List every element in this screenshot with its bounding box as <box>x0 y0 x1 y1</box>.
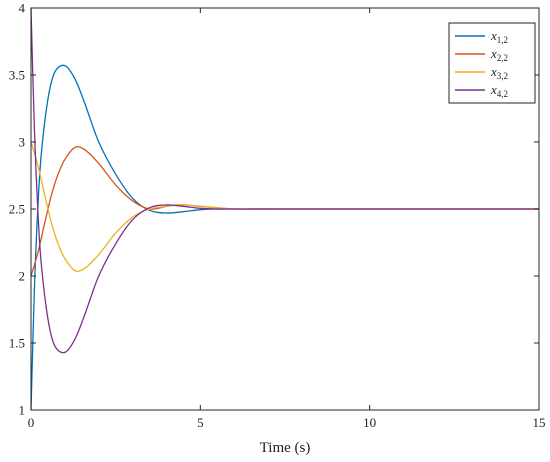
legend-label-4: x4,2 <box>490 82 508 99</box>
legend-label-subscript: 2,2 <box>497 53 508 63</box>
y-tick-label: 1 <box>19 403 26 418</box>
plot-frame <box>30 7 540 411</box>
y-tick-label: 3 <box>19 135 26 150</box>
y-tick-label: 1.5 <box>9 336 25 351</box>
legend-label-base: x <box>490 28 497 43</box>
series-line-4 <box>30 7 539 354</box>
y-tick-label: 3.5 <box>9 68 25 83</box>
y-tick-label: 2 <box>19 269 26 284</box>
x-axis-label: Time (s) <box>260 440 311 456</box>
legend-label-base: x <box>490 46 497 61</box>
legend-label-subscript: 4,2 <box>497 89 508 99</box>
legend-label-3: x3,2 <box>490 64 508 81</box>
legend: x1,2x2,2x3,2x4,2 <box>448 22 536 104</box>
x-tick-label: 10 <box>363 415 376 430</box>
x-tick-label: 15 <box>533 415 546 430</box>
legend-label-base: x <box>490 64 497 79</box>
series-layer <box>30 7 539 411</box>
x-tick-label: 5 <box>197 415 204 430</box>
legend-label-subscript: 1,2 <box>497 35 508 45</box>
legend-label-subscript: 3,2 <box>497 71 508 81</box>
legend-label-2: x2,2 <box>490 46 508 63</box>
legend-label-base: x <box>490 82 497 97</box>
x-tick-label: 0 <box>28 415 35 430</box>
legend-label-1: x1,2 <box>490 28 508 45</box>
y-tick-label: 4 <box>19 1 26 16</box>
y-tick-label: 2.5 <box>9 202 25 217</box>
